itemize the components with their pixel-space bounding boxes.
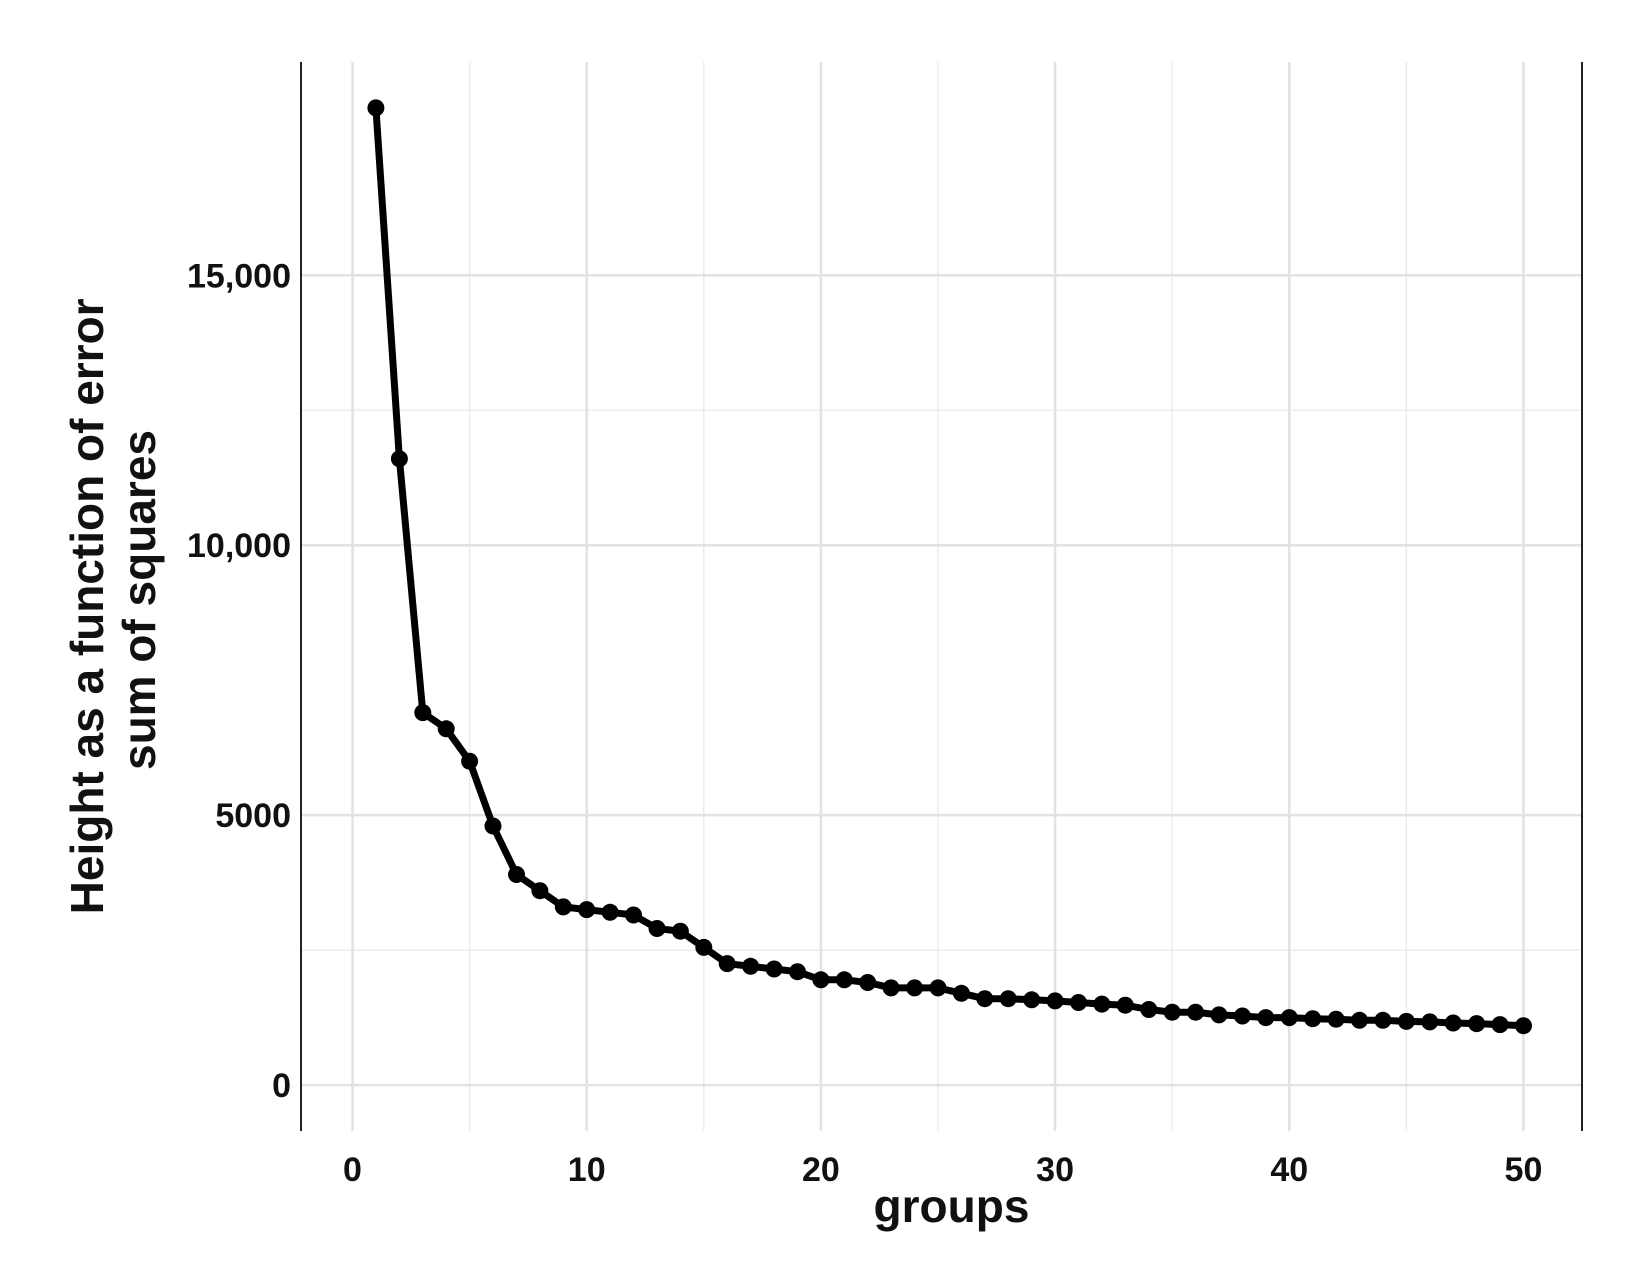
y-tick-label: 5000: [215, 797, 291, 835]
data-point: [1257, 1009, 1275, 1027]
y-tick-label: 10,000: [187, 527, 291, 565]
data-point: [578, 901, 596, 919]
data-point: [1163, 1003, 1181, 1021]
x-tick-label: 30: [1036, 1151, 1074, 1189]
data-point: [882, 979, 900, 997]
data-point: [695, 938, 713, 956]
data-point: [976, 990, 994, 1008]
data-point: [367, 99, 385, 117]
y-axis-title: Height as a function of error sum of squ…: [61, 286, 165, 915]
data-point: [1515, 1017, 1532, 1035]
data-point: [601, 903, 619, 921]
x-tick-label: 40: [1270, 1151, 1308, 1189]
series-line: [372, 104, 1527, 1030]
data-point: [1304, 1010, 1322, 1028]
y-tick-label: 15,000: [187, 257, 291, 295]
y-axis-title-line-1: Height as a function of error: [61, 298, 113, 914]
data-point: [484, 817, 502, 835]
data-point: [531, 882, 549, 900]
y-tick-labels: 0 5000 10,000 15,000: [187, 257, 291, 1105]
data-point: [1093, 995, 1111, 1013]
data-point: [508, 866, 525, 883]
data-point: [461, 752, 479, 770]
data-point: [1327, 1010, 1345, 1028]
data-point: [625, 906, 642, 924]
data-point: [1444, 1014, 1462, 1032]
x-tick-label: 20: [802, 1151, 840, 1189]
data-point: [554, 898, 572, 916]
data-point: [1374, 1011, 1392, 1029]
y-tick-label: 0: [272, 1067, 291, 1105]
data-point: [1351, 1011, 1368, 1029]
data-point: [765, 960, 783, 978]
data-point: [952, 984, 970, 1002]
data-point: [835, 971, 853, 989]
data-point: [789, 963, 806, 981]
data-point: [718, 955, 736, 973]
data-point: [906, 979, 924, 997]
x-axis-title: groups: [874, 1180, 1030, 1232]
data-point: [1210, 1006, 1228, 1024]
data-point: [1468, 1015, 1486, 1033]
data-point: [929, 979, 947, 997]
data-point: [1233, 1007, 1251, 1025]
data-point: [1140, 1001, 1158, 1018]
grid-lines: [301, 62, 1582, 1131]
x-tick-labels: 0 10 20 30 40 50: [343, 1151, 1542, 1189]
data-point: [1421, 1013, 1439, 1031]
x-tick-label: 10: [568, 1151, 606, 1189]
data-point: [999, 990, 1017, 1008]
data-point: [1116, 996, 1134, 1014]
data-point: [1023, 991, 1041, 1009]
data-point: [1046, 992, 1064, 1010]
y-axis-title-line-2: sum of squares: [113, 430, 165, 770]
data-point: [648, 920, 666, 937]
data-point: [437, 720, 455, 738]
data-point: [414, 704, 432, 722]
data-point: [812, 971, 830, 989]
data-point: [859, 974, 877, 991]
data-points: [367, 99, 1532, 1035]
data-point: [1070, 994, 1087, 1011]
data-point: [1280, 1009, 1298, 1027]
data-point: [742, 957, 760, 975]
x-tick-label: 0: [343, 1151, 362, 1189]
data-point: [671, 922, 689, 940]
data-point: [1397, 1012, 1415, 1030]
x-tick-label: 50: [1505, 1151, 1543, 1189]
data-point: [1491, 1016, 1509, 1034]
data-point: [390, 450, 408, 468]
data-point: [1187, 1003, 1205, 1021]
